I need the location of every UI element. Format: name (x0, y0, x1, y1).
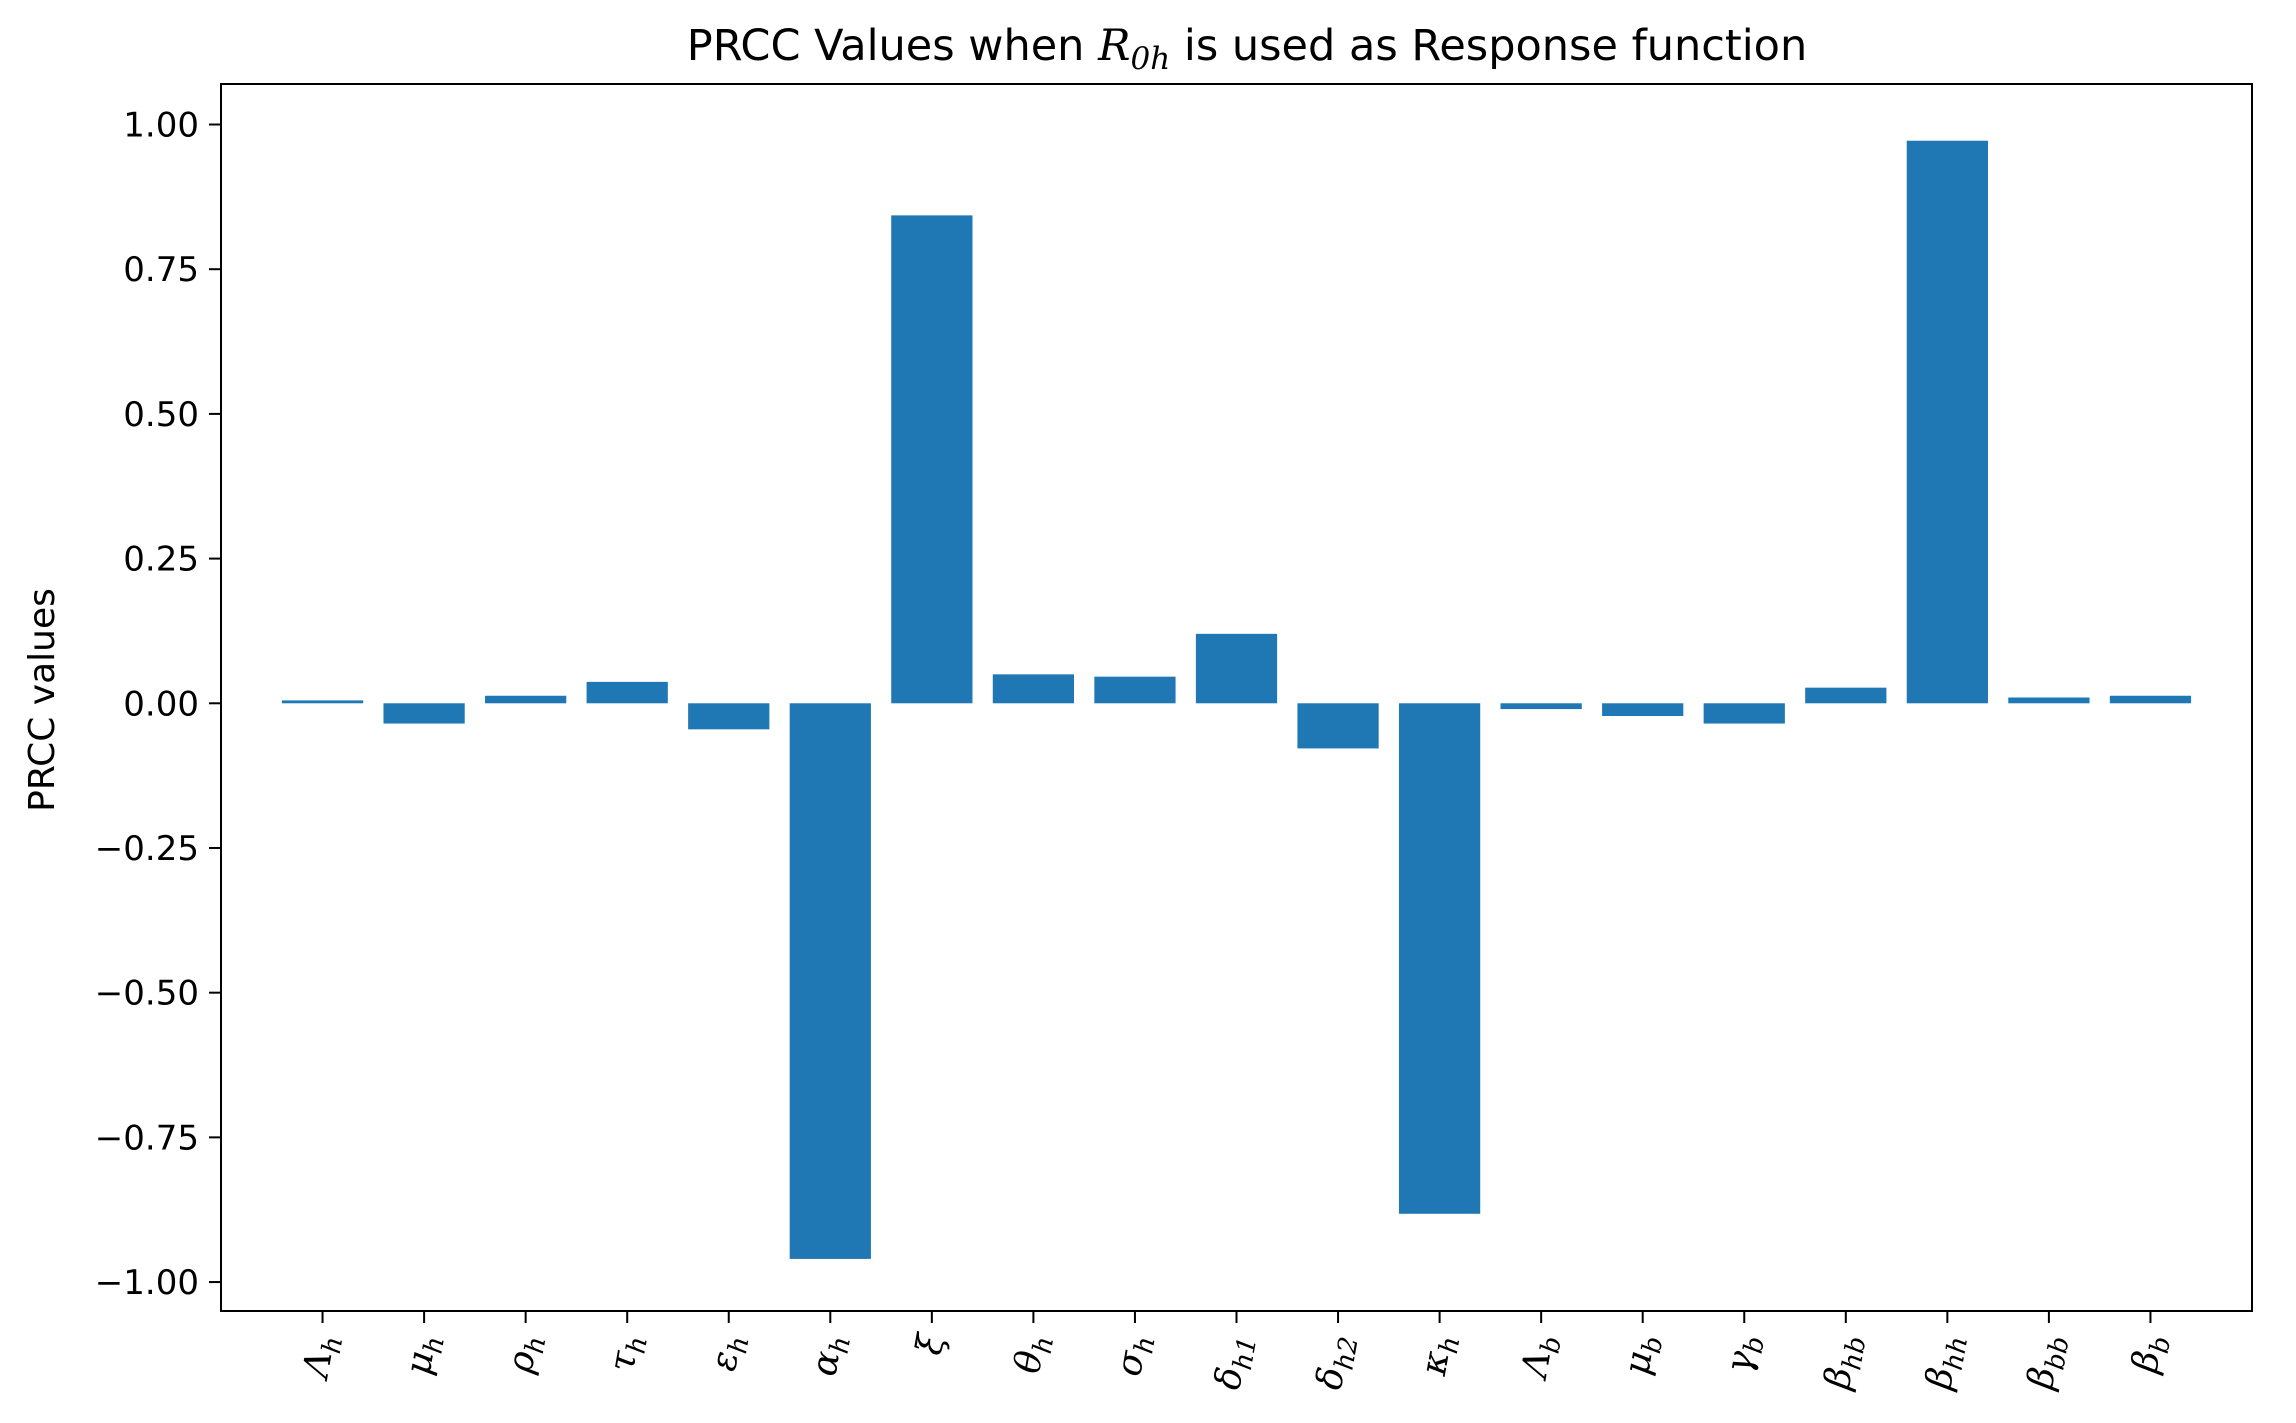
chart-title-math: R (1097, 21, 1130, 71)
bar-15 (1805, 687, 1887, 704)
x-tick-label: κh (1413, 1331, 1466, 1380)
bar-11 (1398, 703, 1481, 1214)
chart-title: PRCC Values when R0h is used as Response… (687, 21, 1807, 77)
y-tick-label: 0.50 (123, 395, 199, 435)
bar-18 (2109, 695, 2192, 704)
bar-3 (586, 681, 668, 704)
x-tick-label: βbb (2020, 1331, 2076, 1394)
x-tick-label: γb (1718, 1331, 1771, 1377)
x-tick-label: εh (703, 1331, 756, 1375)
bar-17 (2008, 697, 2090, 704)
x-tick-label: σh (1108, 1331, 1161, 1380)
bar-13 (1602, 703, 1684, 717)
x-tick-label: βhh (1918, 1331, 1974, 1395)
y-axis-label: PRCC values (22, 588, 63, 812)
chart-title-math-sub: 0h (1131, 41, 1171, 77)
bar-0 (281, 700, 364, 704)
y-tick-label: 1.00 (123, 106, 199, 146)
y-tick-label: −0.25 (95, 829, 199, 869)
x-tick-label: ρh (499, 1331, 552, 1377)
chart-title-suffix: is used as Response function (1170, 21, 1807, 71)
y-tick-label: 0.75 (123, 250, 199, 290)
x-tick-label: μb (1616, 1331, 1669, 1379)
bar-12 (1500, 703, 1582, 710)
x-tick-label: Λh (295, 1331, 349, 1384)
bars-group (281, 140, 2192, 1259)
chart-title-prefix: PRCC Values when (687, 21, 1098, 71)
bar-10 (1297, 703, 1379, 749)
bar-8 (1094, 676, 1176, 704)
x-tick-label: τh (601, 1331, 654, 1375)
x-tick-label: Λb (1514, 1331, 1568, 1384)
bar-6 (891, 215, 973, 704)
bar-1 (383, 703, 465, 724)
x-tick-label: βb (2124, 1331, 2177, 1378)
y-tick-label: −0.50 (95, 974, 199, 1014)
plot-frame (220, 83, 2253, 1312)
bar-14 (1703, 703, 1785, 724)
bar-4 (688, 703, 770, 730)
y-tick-label: 0.25 (123, 540, 199, 580)
x-tick-label: βhb (1817, 1331, 1873, 1395)
y-axis-ticks: 1.00 0.75 0.50 0.25 0.00 −0.25 −0.50 −0.75 −1.00 (95, 106, 221, 1303)
svg-text:PRCC Values when R0h is used a: PRCC Values when R0h is used as Response… (687, 21, 1807, 77)
x-tick-label: θh (1007, 1331, 1060, 1377)
x-tick-label: ξ (909, 1329, 953, 1358)
x-tick-label: δh2 (1309, 1331, 1365, 1393)
y-tick-label: −0.75 (95, 1118, 199, 1158)
y-tick-label: −1.00 (95, 1263, 199, 1303)
x-tick-label: δh1 (1207, 1331, 1263, 1393)
bar-7 (992, 674, 1075, 704)
bar-5 (789, 703, 871, 1259)
bar-2 (485, 695, 567, 704)
bar-9 (1195, 633, 1278, 704)
y-tick-label: 0.00 (123, 684, 199, 724)
x-tick-label: αh (804, 1331, 857, 1380)
bar-16 (1906, 140, 1988, 704)
x-tick-label: μh (398, 1331, 451, 1379)
